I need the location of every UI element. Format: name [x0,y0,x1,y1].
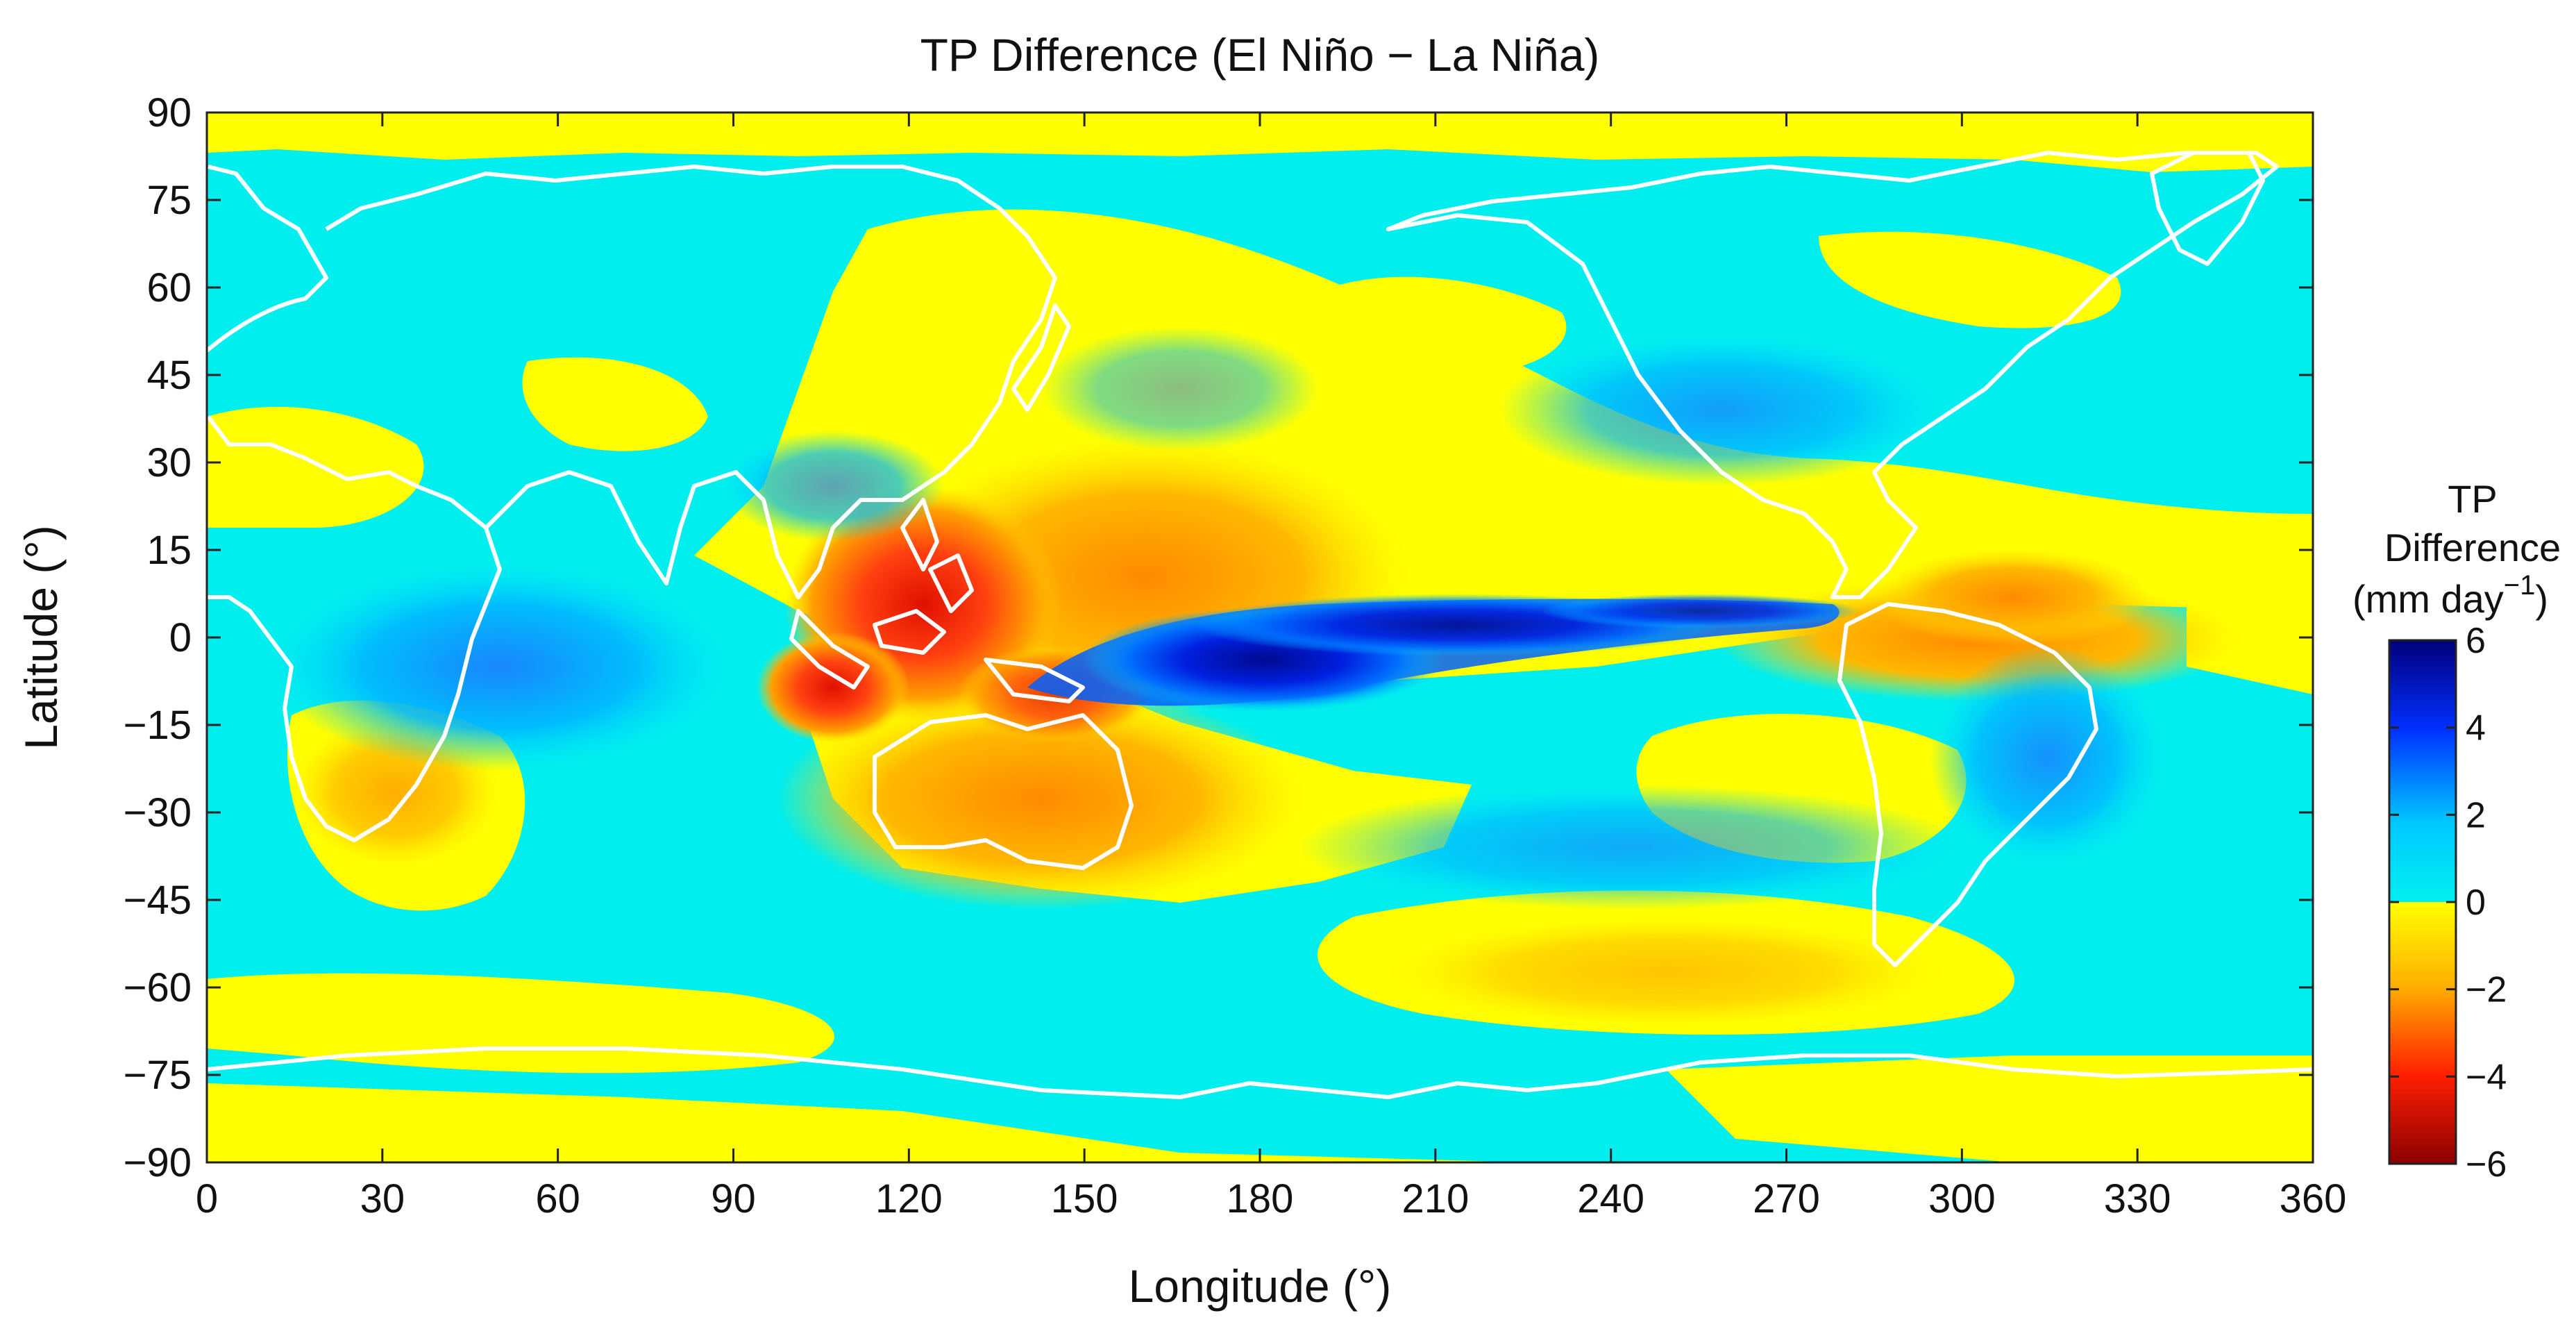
x-tick-label: 270 [1753,1176,1820,1221]
x-tick-label: 120 [875,1176,943,1221]
colorbar-units-exponent: −1 [2504,570,2536,601]
coastline-japan [1011,303,1071,412]
colorbar-tick-label: 6 [2466,621,2486,661]
y-tick-label: 45 [146,353,192,398]
x-tick-label: 90 [711,1176,756,1221]
strong-positive-anomaly [1027,594,1860,712]
x-tick-label: 60 [535,1176,580,1221]
colorbar: TP Difference (mm day−1) 6 4 2 0 −2 −4 −6 [2352,477,2561,1185]
x-tick-label: 240 [1577,1176,1644,1221]
y-tick-label: 30 [146,440,192,485]
x-tick-label: 210 [1401,1176,1469,1221]
x-axis: 0 30 60 90 120 150 180 210 240 270 300 330 360 [196,112,2347,1221]
x-tick-label: 330 [2104,1176,2171,1221]
colorbar-tick-label: 4 [2466,708,2486,749]
y-tick-label: −45 [124,878,192,923]
y-tick-label: −30 [124,790,192,835]
x-tick-label: 180 [1227,1176,1294,1221]
x-tick-label: 360 [2280,1176,2347,1221]
y-tick-label: 60 [146,265,192,310]
moderate-negative-shading [292,437,2242,1028]
coastline-philippines [900,498,939,571]
coastlines [207,151,2313,1099]
coastline-south-america [1837,602,2098,967]
coastline-indonesia [789,553,1085,703]
colorbar-title-line-1: TP [2448,477,2498,521]
x-tick-label: 0 [196,1176,218,1221]
y-tick-label: −60 [124,965,192,1010]
colorbar-tick-label: −6 [2466,1144,2507,1185]
precipitation-map [207,112,2313,1162]
colorbar-gradient [2388,639,2457,1165]
y-tick-label: 75 [146,178,192,223]
x-tick-label: 300 [1928,1176,1996,1221]
coastline-asia [325,165,1057,599]
colorbar-title-line-2: Difference [2384,526,2561,569]
y-axis: 90 75 60 45 30 15 0 −15 −30 −45 −60 −75 −90 [124,90,2313,1185]
colorbar-tick-label: −4 [2466,1057,2507,1097]
coastline-africa-europe [207,165,502,842]
y-tick-label: −15 [124,703,192,748]
coastline-north-america [1386,151,2279,599]
moderate-positive-shading [271,326,2166,910]
coastline-australia [873,713,1134,870]
colorbar-units: (mm day [2352,577,2504,621]
x-tick-label: 30 [360,1176,405,1221]
coastline-antarctica [207,1046,2313,1099]
colorbar-ticks: 6 4 2 0 −2 −4 −6 [2389,621,2507,1185]
y-tick-label: −90 [124,1140,192,1185]
y-tick-label: −75 [124,1053,192,1098]
colorbar-title-line-3: (mm day−1) [2352,570,2548,621]
colorbar-tick-label: 2 [2466,795,2486,835]
colorbar-units-close: ) [2535,577,2548,621]
plot-title: TP Difference (El Niño − La Niña) [920,29,1600,81]
colorbar-tick-label: −2 [2466,970,2507,1010]
coastline-greenland [2150,151,2265,266]
y-tick-label: 90 [146,90,192,135]
y-axis-title: Latitude (°) [15,525,67,750]
y-tick-label: 15 [146,528,192,573]
x-tick-label: 150 [1051,1176,1118,1221]
x-axis-title: Longitude (°) [1129,1260,1392,1312]
colorbar-tick-label: 0 [2466,883,2486,923]
y-tick-label: 0 [169,615,192,660]
